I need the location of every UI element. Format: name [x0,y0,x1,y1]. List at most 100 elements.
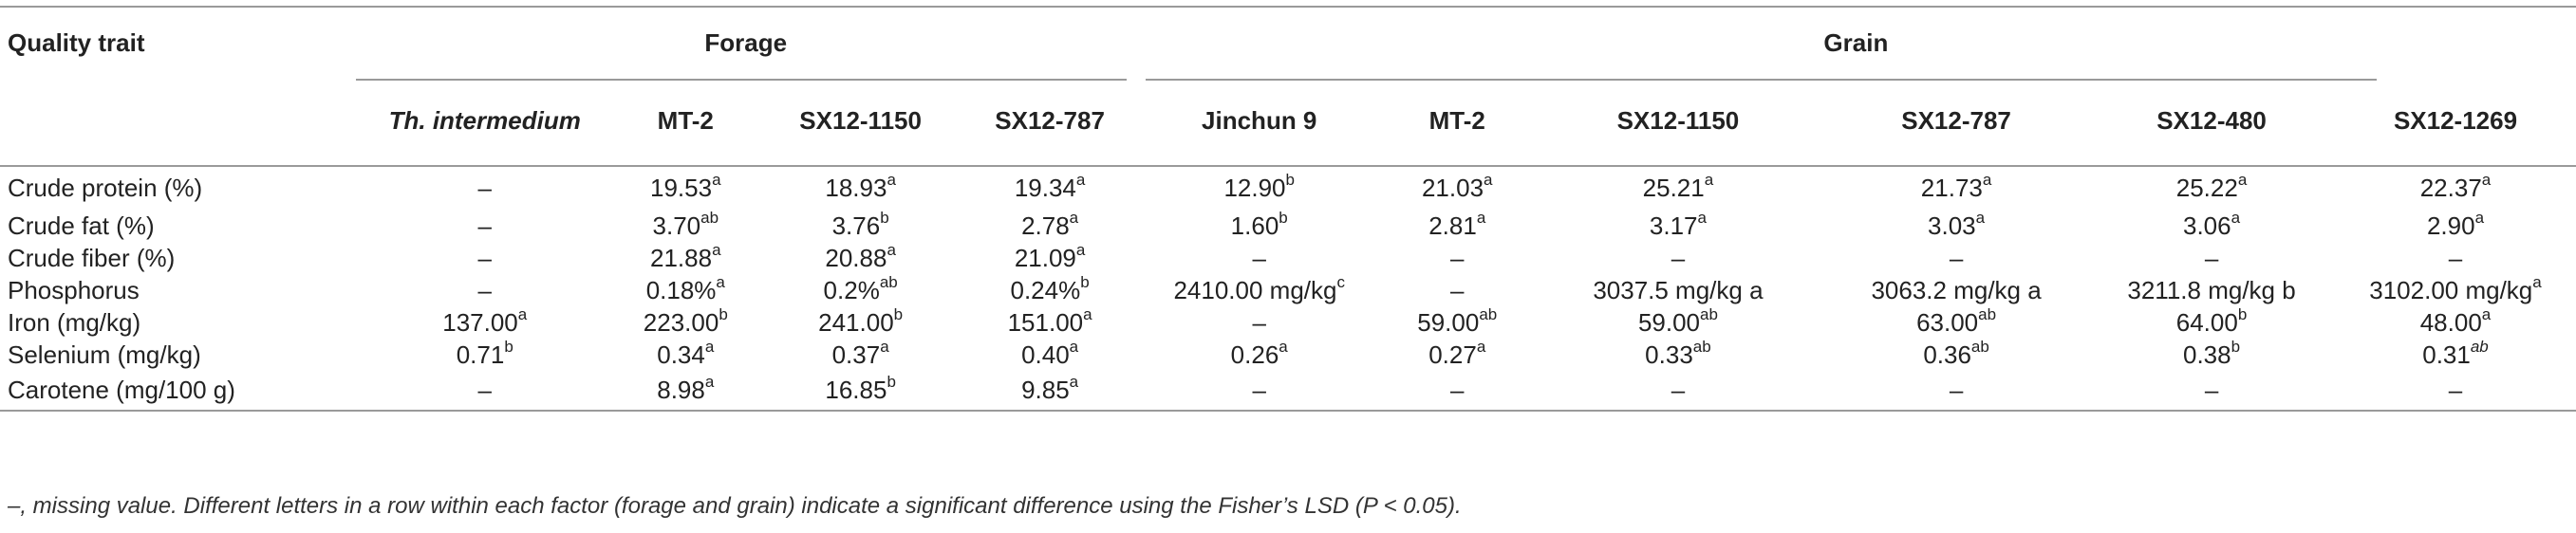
table-row: Carotene (mg/100 g) –8.98a 16.85b 9.85a – – – –… [0,371,2576,411]
table-row: Crude fat (%) –3.70ab 3.76b 2.78a 1.60b 2.81a… [0,210,2576,242]
table-cell: 59.00ab [1383,306,1532,339]
table-cell: 63.00ab [1824,306,2088,339]
cell-value: 59.00 [1417,307,1480,337]
row-trait-label: Selenium (mg/kg) [8,340,201,369]
cell-value: 0.40 [1021,340,1070,369]
table-cell: 20.88a [757,242,964,274]
table-cell: – [1383,274,1532,306]
cell-significance-letter: b [1285,171,1295,190]
table-cell: – [1383,242,1532,274]
row-trait-label: Crude fat (%) [8,211,155,240]
column-header-label: MT-2 [657,106,714,135]
table-cell: 3037.5 mg/kg a [1532,274,1824,306]
cell-significance-letter: a [1476,208,1486,227]
cell-value: 12.90 [1223,174,1286,202]
quality-trait-table: Quality trait Forage Grain Th. intermedi… [0,6,2576,412]
column-header-forage-2: SX12-1150 [756,81,964,167]
cell-value: 0.26 [1230,340,1279,369]
cell-significance-letter: a [2231,208,2241,227]
cell-value: 223.00 [643,307,719,337]
cell-significance-letter: a [1704,171,1714,190]
cell-significance-letter: a [1069,208,1079,227]
table-cell: 3.17a [1532,210,1824,242]
table-cell: 22.37a [2335,166,2576,210]
table-footnote: –, missing value. Different letters in a… [8,493,1462,519]
table-cell: – [1136,306,1383,339]
cell-value: 0.36 [1923,340,1971,369]
table-cell: 3211.8 mg/kg b [2088,274,2335,306]
table-cell: – [1383,371,1532,411]
cell-value: 0.37 [831,340,881,369]
cell-value: 21.03 [1421,174,1484,202]
corner-header: Quality trait [0,6,356,166]
table-row: Iron (mg/kg) 137.00a 223.00b 241.00b 151.00a… [0,306,2576,339]
table-cell: 19.34a [963,166,1135,210]
column-header-grain-4: Jinchun 9 [1135,81,1383,167]
cell-value: – [2448,376,2463,404]
column-header-label: SX12-1150 [799,106,922,135]
cell-value: – [1252,376,1266,404]
table-cell: – [356,166,614,210]
table-cell: 19.53a [614,166,757,210]
cell-value: 0.2% [823,275,880,304]
cell-significance-letter: a [712,171,721,190]
table-cell: 21.88a [614,242,757,274]
column-header-row: Th. intermedium MT-2 SX12-1150 SX12-787 Jinc… [0,81,2576,167]
cell-value: – [1671,376,1686,404]
table-cell: 0.33ab [1532,339,1824,371]
cell-significance-letter: a [1279,337,1288,356]
cell-significance-letter: a [1476,337,1486,356]
cell-significance-letter: a [1075,171,1086,190]
table-cell: – [2335,242,2576,274]
column-header-grain-8: SX12-480 [2088,81,2335,167]
cell-significance-letter: ab [1479,304,1498,323]
table-cell: 1.60b [1136,210,1383,242]
cell-value: 9.85 [1021,376,1070,404]
table-cell: 0.71b [356,339,614,371]
table-cell: 21.09a [963,242,1135,274]
table-cell: – [2088,242,2335,274]
cell-value: 241.00 [818,307,894,337]
cell-value: – [1671,243,1686,272]
cell-significance-letter: b [719,304,728,323]
table-cell: 2.81a [1383,210,1532,242]
table-cell: 3.06a [2088,210,2335,242]
cell-significance-letter: a [1484,171,1493,190]
cell-value: 3.76 [831,211,881,240]
cell-value: – [2204,243,2219,272]
column-header-label: MT-2 [1428,106,1485,135]
cell-value: 25.22 [2175,174,2238,202]
cell-value: 2.78 [1021,211,1070,240]
table-cell: 0.2%ab [757,274,964,306]
column-header-label: Jinchun 9 [1202,106,1317,135]
cell-significance-letter: ab [1700,304,1718,323]
cell-value: 3.70 [652,211,701,240]
row-trait-label: Crude protein (%) [8,174,203,202]
cell-value: 21.88 [650,243,713,272]
cell-value: 3.06 [2183,211,2231,240]
column-header-label: SX12-480 [2156,106,2267,135]
table-cell: 59.00ab [1532,306,1824,339]
table-cell: 241.00b [757,306,964,339]
table-cell: – [1136,371,1383,411]
table-cell: 3.70ab [614,210,757,242]
cell-significance-letter: a [517,304,528,323]
cell-significance-letter: a [1083,304,1092,323]
cell-value: – [2448,243,2463,272]
cell-significance-letter: a [2481,171,2492,190]
cell-value: 2.81 [1428,211,1477,240]
cell-significance-letter: a [716,272,725,291]
cell-significance-letter: ab [2470,337,2489,356]
cell-significance-letter: c [1336,272,1345,291]
cell-value: 3102.00 mg/kg [2369,275,2533,304]
table-cell: 3.03a [1824,210,2088,242]
cell-value: 3063.2 mg/kg a [1871,275,2042,304]
table-cell: 0.40a [963,339,1135,371]
cell-value: 0.18% [645,275,717,304]
cell-value: 18.93 [825,174,887,202]
row-trait-label: Carotene (mg/100 g) [8,376,235,404]
cell-significance-letter: ab [1970,337,1989,356]
cell-significance-letter: b [880,208,889,227]
table-cell: 3102.00 mg/kga [2335,274,2576,306]
